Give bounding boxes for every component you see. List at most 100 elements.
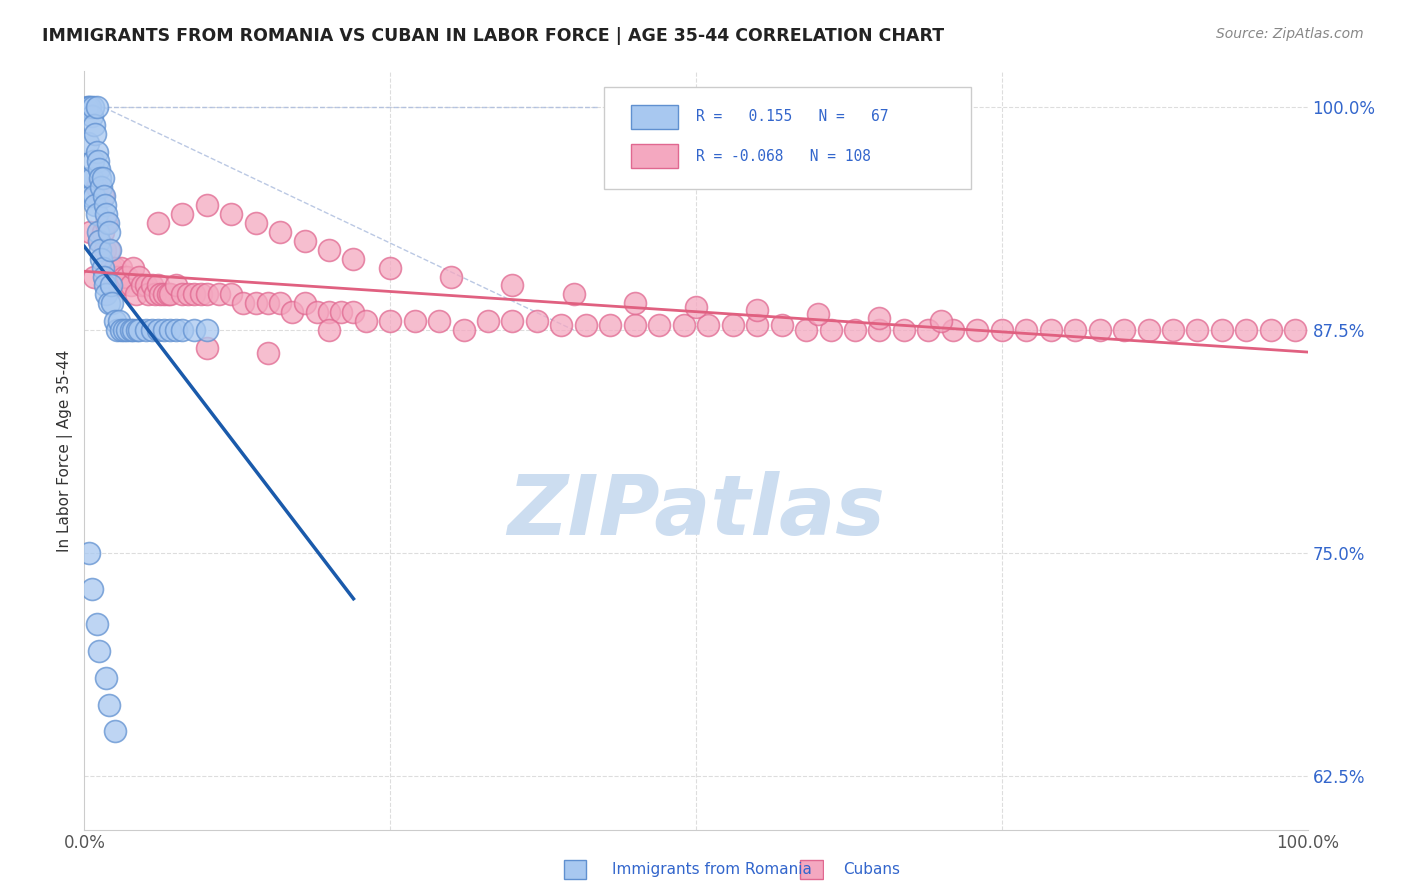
Point bbox=[269, 225, 291, 239]
Point bbox=[1187, 323, 1209, 337]
Point bbox=[77, 171, 100, 186]
Point bbox=[942, 323, 965, 337]
Point bbox=[135, 323, 157, 337]
Point bbox=[90, 252, 112, 266]
Point bbox=[721, 318, 744, 332]
Point bbox=[84, 198, 107, 212]
Point bbox=[128, 323, 150, 337]
Point bbox=[342, 305, 364, 319]
Point bbox=[599, 318, 621, 332]
Point bbox=[101, 296, 124, 310]
Point bbox=[342, 252, 364, 266]
Point bbox=[77, 136, 100, 150]
Point bbox=[208, 287, 231, 301]
Point bbox=[77, 546, 100, 560]
Point bbox=[87, 644, 110, 658]
Point bbox=[172, 207, 194, 221]
Point bbox=[86, 180, 108, 194]
Point bbox=[1161, 323, 1184, 337]
Point bbox=[153, 323, 176, 337]
Point bbox=[83, 189, 105, 203]
Point bbox=[1064, 323, 1087, 337]
Point bbox=[87, 234, 110, 248]
Point bbox=[232, 296, 254, 310]
Point bbox=[502, 278, 524, 293]
Point bbox=[159, 287, 181, 301]
Point bbox=[869, 323, 891, 337]
Point bbox=[122, 260, 145, 275]
Point bbox=[917, 323, 939, 337]
Point bbox=[146, 323, 169, 337]
Point bbox=[294, 234, 316, 248]
Point bbox=[86, 100, 108, 114]
Point bbox=[281, 305, 304, 319]
Point bbox=[97, 296, 120, 310]
Y-axis label: In Labor Force | Age 35-44: In Labor Force | Age 35-44 bbox=[58, 350, 73, 551]
Point bbox=[165, 323, 187, 337]
Point bbox=[87, 225, 110, 239]
Point bbox=[131, 278, 153, 293]
Point bbox=[82, 100, 104, 114]
Point bbox=[125, 287, 148, 301]
Point bbox=[380, 314, 402, 328]
Point bbox=[165, 278, 187, 293]
Point bbox=[1284, 323, 1306, 337]
Point bbox=[318, 305, 340, 319]
Point bbox=[79, 189, 101, 203]
Point bbox=[83, 269, 105, 284]
Point bbox=[87, 234, 110, 248]
Point bbox=[294, 296, 316, 310]
Point bbox=[195, 341, 218, 355]
Point bbox=[97, 216, 120, 230]
Point bbox=[1088, 323, 1111, 337]
Point bbox=[190, 287, 212, 301]
Point bbox=[120, 278, 142, 293]
Point bbox=[330, 305, 353, 319]
Point bbox=[869, 310, 891, 325]
Point bbox=[87, 153, 110, 168]
Point bbox=[305, 305, 328, 319]
Point bbox=[624, 296, 647, 310]
Point bbox=[80, 109, 103, 123]
Point bbox=[90, 180, 112, 194]
Point bbox=[893, 323, 915, 337]
Point bbox=[477, 314, 499, 328]
Point bbox=[107, 314, 129, 328]
Point bbox=[79, 100, 101, 114]
Point bbox=[97, 698, 120, 712]
Text: Cubans: Cubans bbox=[844, 863, 901, 877]
Point bbox=[156, 287, 179, 301]
Point bbox=[112, 323, 135, 337]
Point bbox=[141, 323, 163, 337]
Point bbox=[84, 127, 107, 141]
Point bbox=[104, 724, 127, 739]
Point bbox=[257, 346, 280, 360]
Text: Source: ZipAtlas.com: Source: ZipAtlas.com bbox=[1216, 27, 1364, 41]
Point bbox=[143, 287, 166, 301]
Bar bbox=[631, 145, 678, 169]
Point bbox=[648, 318, 671, 332]
Point bbox=[125, 323, 148, 337]
Point bbox=[110, 260, 132, 275]
Point bbox=[94, 198, 117, 212]
Point bbox=[624, 318, 647, 332]
Point bbox=[219, 287, 242, 301]
Point bbox=[96, 207, 118, 221]
Point bbox=[245, 296, 267, 310]
Point bbox=[807, 307, 830, 321]
Point bbox=[136, 287, 159, 301]
Point bbox=[96, 216, 118, 230]
Point bbox=[105, 269, 128, 284]
Point bbox=[1114, 323, 1136, 337]
Point bbox=[82, 153, 104, 168]
Point bbox=[96, 287, 118, 301]
Point bbox=[79, 225, 101, 239]
Point bbox=[115, 323, 138, 337]
Point bbox=[177, 287, 200, 301]
Point bbox=[1211, 323, 1233, 337]
Bar bbox=[564, 861, 586, 879]
Point bbox=[94, 243, 117, 257]
Point bbox=[172, 287, 194, 301]
Point bbox=[105, 323, 128, 337]
Point bbox=[110, 323, 132, 337]
